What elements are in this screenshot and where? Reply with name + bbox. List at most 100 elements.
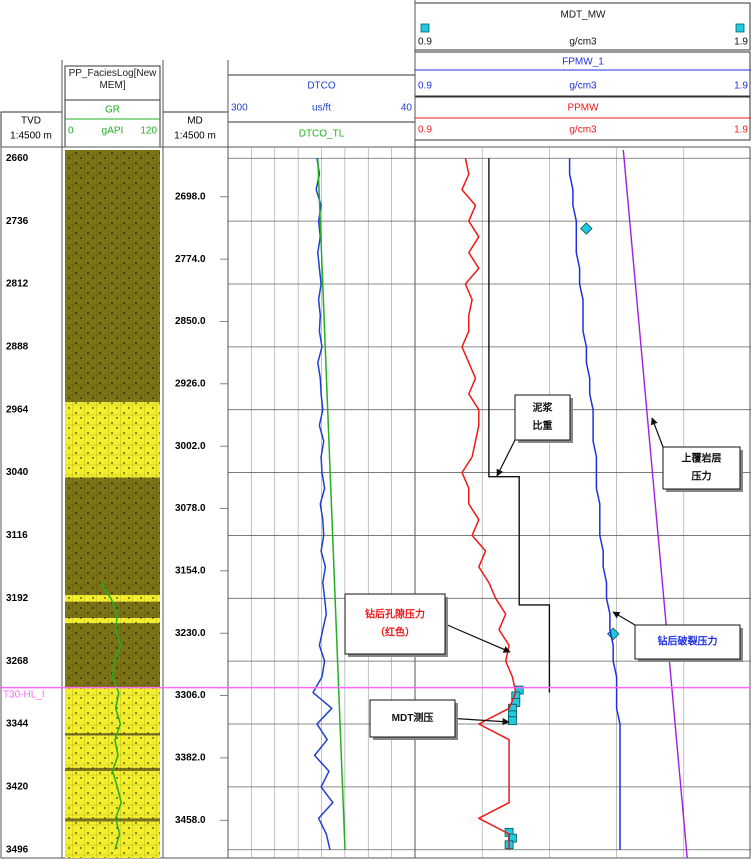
annotation-arrow [496, 439, 516, 477]
tvd-tick-label: 3116 [6, 530, 28, 541]
facies-title-box: PP_FaciesLog[NewMEM] [68, 68, 157, 91]
md-tick-label: 3078.0 [175, 503, 206, 514]
md-tick-label: 2698.0 [175, 191, 206, 202]
facies-pattern [65, 818, 160, 822]
annotation-arrow [650, 417, 664, 448]
annotation-arrow [612, 611, 636, 626]
scale-right: 1.9 [734, 81, 748, 92]
md-tick-label: 3306.0 [175, 690, 206, 701]
facies-pattern [65, 687, 160, 734]
curve [461, 158, 517, 850]
scale-right: 40 [401, 103, 413, 114]
md-scale: 1:4500 m [174, 131, 216, 142]
scale-left: 0 [68, 126, 74, 137]
curve [312, 158, 334, 850]
data-frame [0, 146, 751, 859]
facies-pattern [65, 402, 160, 478]
pressure-grid [481, 147, 685, 858]
tvd-tick-label: 2736 [6, 216, 29, 227]
md-tick-label: 2926.0 [175, 378, 206, 389]
curve [99, 582, 122, 850]
legend-symbol [420, 23, 430, 33]
annotation-text: （红色） [375, 626, 415, 639]
annotation-text: 泥浆 [533, 401, 554, 414]
facies-title: PP_FaciesLog[NewMEM] [68, 68, 157, 91]
annotation-box [369, 699, 456, 738]
tvd-tick-label: 3496 [6, 844, 29, 855]
mdt-point [580, 222, 593, 235]
annotation-text: 钻后孔隙压力 [365, 608, 425, 621]
horizon-label: T30-HL_I [3, 689, 45, 700]
annotation-text: 比重 [533, 419, 553, 432]
legend-symbol [735, 23, 745, 33]
md-label: MD [187, 116, 203, 127]
scale-left: 0.9 [418, 37, 432, 48]
facies-pattern [65, 735, 160, 768]
facies-pattern [65, 618, 160, 624]
annotation-text: 钻后破裂压力 [658, 635, 718, 648]
scale-left: 0.9 [418, 125, 432, 136]
tvd-tick-label: 2660 [6, 153, 29, 164]
annotation-box [662, 446, 741, 490]
md-tick-label: 3230.0 [175, 628, 206, 639]
scale-right: 1.9 [734, 125, 748, 136]
annotation-text: MDT测压 [392, 711, 434, 724]
md-tick-label: 3154.0 [175, 566, 206, 577]
md-tick-label: 3458.0 [175, 815, 206, 826]
scale-unit: g/cm3 [569, 81, 597, 92]
md-tick-label: 3002.0 [175, 441, 206, 452]
tvd-tick-label: 2964 [6, 404, 29, 415]
tvd-tick-label: 3040 [6, 467, 29, 478]
pressure-line [622, 149, 688, 859]
scale-unit: us/ft [312, 103, 331, 114]
annotation-arrow [454, 717, 510, 726]
scale-unit: gAPI [102, 126, 124, 137]
facies-pattern [65, 733, 160, 736]
tvd-header-box [0, 111, 63, 148]
tvd-scale: 1:4500 m [10, 131, 52, 142]
curve-name: PPMW [567, 103, 599, 114]
tvd-tick-label: 3192 [6, 593, 29, 604]
facies-column [65, 150, 160, 858]
md-tick-label: 2850.0 [175, 316, 206, 327]
md-tick-label: 3382.0 [175, 753, 206, 764]
tvd-tick-label: 2888 [6, 341, 29, 352]
curve [317, 158, 346, 850]
annotation-box [514, 394, 571, 441]
curve-name: GR [105, 105, 120, 116]
gr-header-box [64, 99, 161, 148]
curve-name: DTCO_TL [299, 129, 345, 140]
mdt-header-box [414, 2, 751, 51]
curve-name: DTCO [307, 81, 336, 92]
scale-left: 300 [231, 103, 248, 114]
tvd-label: TVD [21, 116, 41, 127]
facies-header-box [64, 65, 161, 101]
annotation-box [634, 624, 741, 660]
md-tick-label: 2774.0 [175, 254, 206, 265]
scale-left: 0.9 [418, 81, 432, 92]
tvd-tick-label: 2812 [6, 279, 29, 290]
tvd-tick-label: 3420 [6, 782, 29, 793]
tvd-tick-label: 3268 [6, 656, 29, 667]
facies-pattern [65, 477, 160, 595]
curve-name: MDT_MW [561, 10, 607, 21]
scale-unit: g/cm3 [569, 125, 597, 136]
mdt-point [508, 716, 517, 726]
scale-right: 120 [140, 126, 157, 137]
curve-name: FPMW_1 [562, 57, 604, 68]
facies-pattern [65, 601, 160, 619]
tvd-tick-label: 3344 [6, 719, 29, 730]
scale-right: 1.9 [734, 37, 748, 48]
annotation-text: 上覆岩层 [682, 452, 722, 465]
facies-pattern [65, 150, 160, 403]
facies-pattern [65, 594, 160, 602]
annotation-arrow [444, 623, 511, 653]
annotation-text: 压力 [692, 470, 712, 483]
curve [568, 158, 621, 850]
scale-unit: g/cm3 [569, 37, 597, 48]
annotation-box [344, 593, 446, 655]
facies-pattern [65, 771, 160, 819]
facies-pattern [65, 821, 160, 858]
